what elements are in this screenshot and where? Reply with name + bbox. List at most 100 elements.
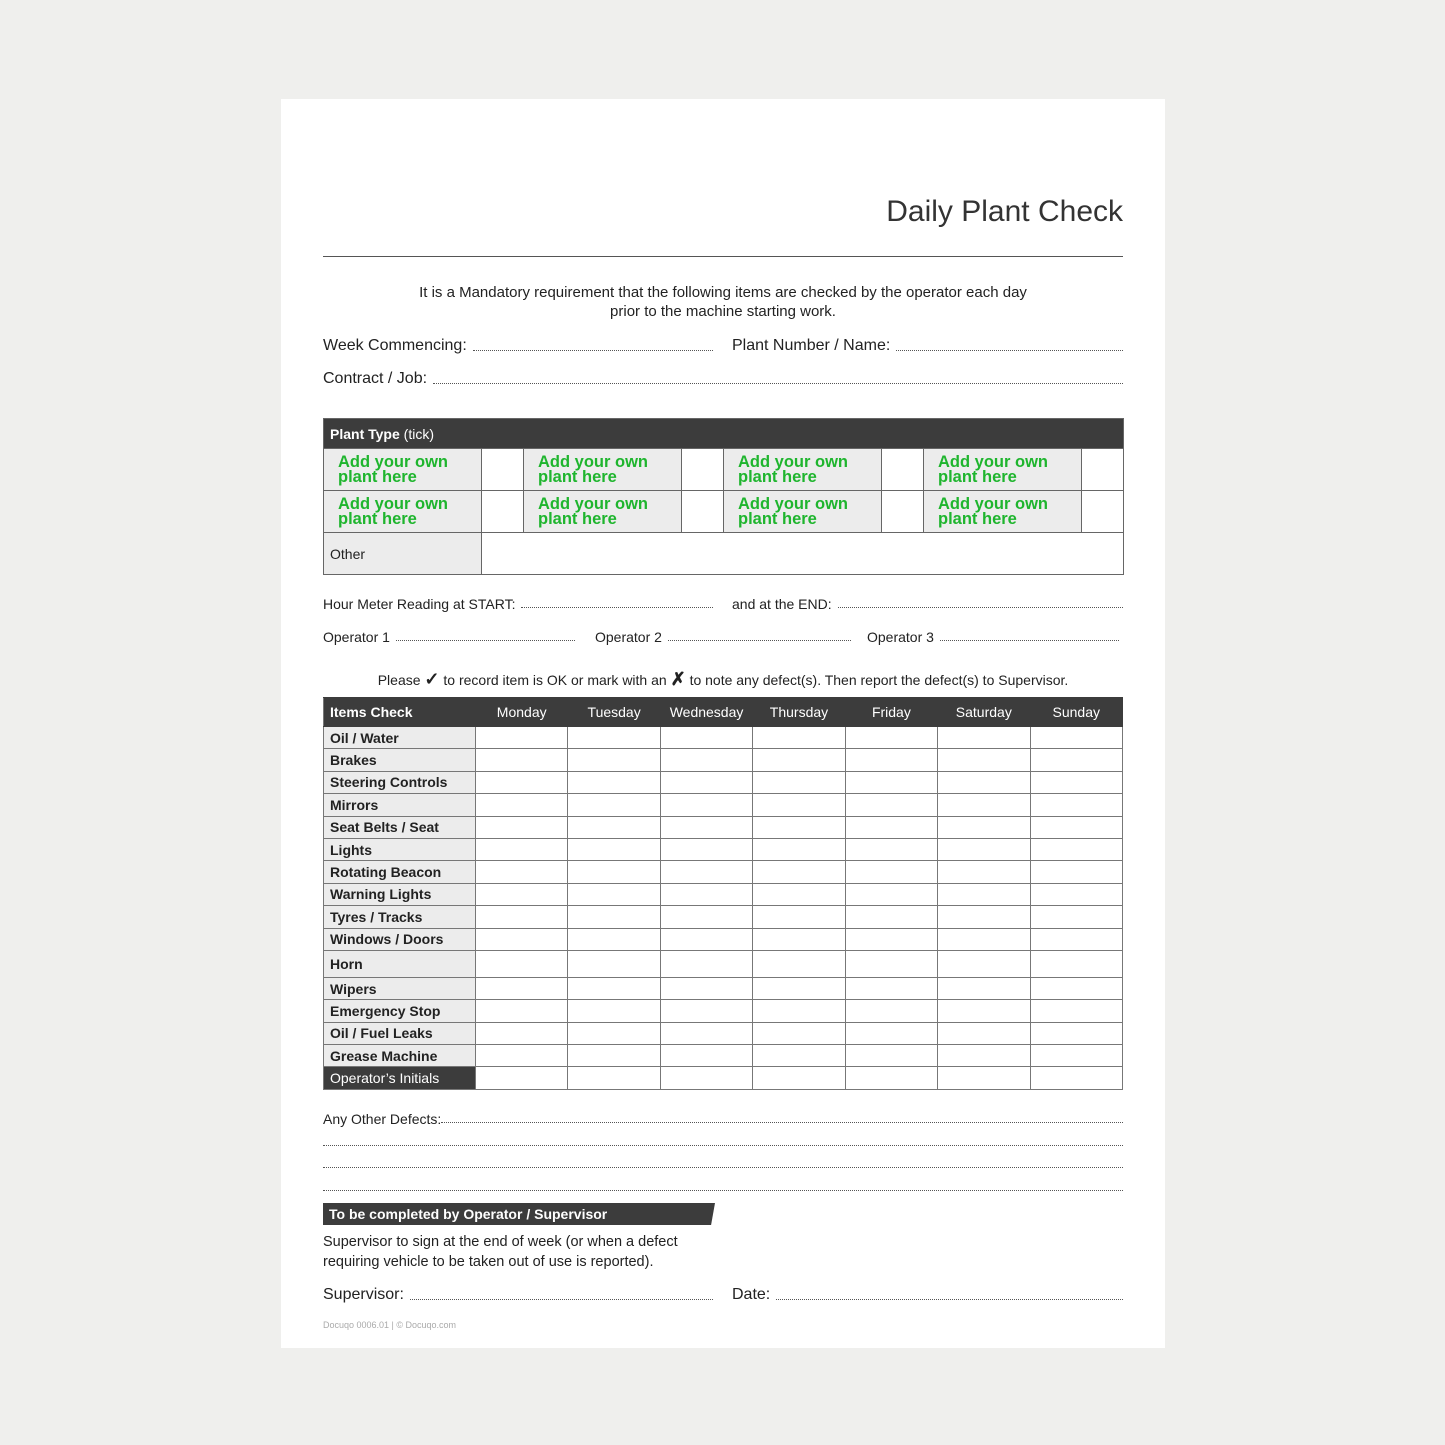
plant-type-checkbox[interactable] — [481, 490, 524, 533]
check-cell[interactable] — [937, 976, 1031, 1001]
check-cell[interactable] — [937, 860, 1031, 884]
check-cell[interactable] — [844, 1044, 939, 1068]
hour-end-field[interactable]: and at the END: — [732, 596, 1123, 612]
hour-start-field[interactable]: Hour Meter Reading at START: — [323, 596, 713, 612]
check-cell[interactable] — [1029, 999, 1124, 1023]
check-cell[interactable] — [567, 927, 661, 951]
check-cell[interactable] — [474, 793, 569, 817]
check-cell[interactable] — [752, 770, 846, 795]
week-commencing-field[interactable]: Week Commencing: — [323, 337, 713, 355]
check-cell[interactable] — [844, 882, 939, 907]
check-cell[interactable] — [659, 976, 754, 1001]
check-cell[interactable] — [567, 949, 661, 978]
check-cell[interactable] — [752, 1066, 846, 1090]
check-cell[interactable] — [659, 725, 754, 750]
check-cell[interactable] — [752, 725, 846, 750]
check-cell[interactable] — [567, 1066, 661, 1090]
check-cell[interactable] — [752, 976, 846, 1001]
check-cell[interactable] — [752, 815, 846, 839]
operator-3-field[interactable]: Operator 3 — [867, 629, 1119, 645]
check-cell[interactable] — [474, 837, 569, 862]
check-cell[interactable] — [1029, 1044, 1124, 1068]
check-cell[interactable] — [474, 1021, 569, 1046]
check-cell[interactable] — [844, 905, 939, 929]
check-cell[interactable] — [752, 927, 846, 951]
check-cell[interactable] — [659, 927, 754, 951]
check-cell[interactable] — [752, 882, 846, 907]
other-defects-field[interactable]: Any Other Defects: — [323, 1111, 1123, 1127]
contract-field[interactable]: Contract / Job: — [323, 370, 1123, 388]
check-cell[interactable] — [659, 748, 754, 772]
check-cell[interactable] — [567, 860, 661, 884]
check-cell[interactable] — [567, 976, 661, 1001]
check-cell[interactable] — [844, 1066, 939, 1090]
check-cell[interactable] — [1029, 725, 1124, 750]
check-cell[interactable] — [474, 770, 569, 795]
check-cell[interactable] — [752, 837, 846, 862]
check-cell[interactable] — [659, 815, 754, 839]
check-cell[interactable] — [937, 905, 1031, 929]
check-cell[interactable] — [844, 976, 939, 1001]
check-cell[interactable] — [474, 976, 569, 1001]
check-cell[interactable] — [937, 999, 1031, 1023]
check-cell[interactable] — [567, 1044, 661, 1068]
check-cell[interactable] — [752, 793, 846, 817]
check-cell[interactable] — [567, 793, 661, 817]
check-cell[interactable] — [474, 748, 569, 772]
check-cell[interactable] — [474, 860, 569, 884]
check-cell[interactable] — [752, 949, 846, 978]
check-cell[interactable] — [1029, 770, 1124, 795]
check-cell[interactable] — [1029, 860, 1124, 884]
defects-line[interactable] — [323, 1145, 1123, 1146]
check-cell[interactable] — [844, 815, 939, 839]
check-cell[interactable] — [474, 927, 569, 951]
plant-type-checkbox[interactable] — [681, 490, 724, 533]
check-cell[interactable] — [567, 837, 661, 862]
check-cell[interactable] — [659, 837, 754, 862]
plant-type-checkbox[interactable] — [881, 448, 924, 491]
check-cell[interactable] — [844, 748, 939, 772]
check-cell[interactable] — [474, 1044, 569, 1068]
check-cell[interactable] — [937, 1044, 1031, 1068]
check-cell[interactable] — [937, 1066, 1031, 1090]
check-cell[interactable] — [844, 725, 939, 750]
check-cell[interactable] — [844, 1021, 939, 1046]
check-cell[interactable] — [659, 1021, 754, 1046]
check-cell[interactable] — [474, 905, 569, 929]
check-cell[interactable] — [1029, 882, 1124, 907]
check-cell[interactable] — [659, 770, 754, 795]
check-cell[interactable] — [659, 905, 754, 929]
check-cell[interactable] — [1029, 815, 1124, 839]
check-cell[interactable] — [567, 882, 661, 907]
check-cell[interactable] — [937, 815, 1031, 839]
check-cell[interactable] — [1029, 793, 1124, 817]
date-field[interactable]: Date: — [732, 1286, 1123, 1304]
check-cell[interactable] — [659, 860, 754, 884]
check-cell[interactable] — [1029, 1021, 1124, 1046]
check-cell[interactable] — [937, 793, 1031, 817]
check-cell[interactable] — [474, 815, 569, 839]
check-cell[interactable] — [752, 1021, 846, 1046]
check-cell[interactable] — [659, 1066, 754, 1090]
check-cell[interactable] — [937, 882, 1031, 907]
check-cell[interactable] — [567, 905, 661, 929]
check-cell[interactable] — [659, 1044, 754, 1068]
check-cell[interactable] — [1029, 1066, 1124, 1090]
other-input[interactable] — [480, 532, 1125, 575]
check-cell[interactable] — [752, 1044, 846, 1068]
check-cell[interactable] — [659, 949, 754, 978]
plant-type-checkbox[interactable] — [681, 448, 724, 491]
check-cell[interactable] — [474, 949, 569, 978]
check-cell[interactable] — [474, 999, 569, 1023]
check-cell[interactable] — [1029, 905, 1124, 929]
check-cell[interactable] — [567, 725, 661, 750]
check-cell[interactable] — [844, 949, 939, 978]
check-cell[interactable] — [844, 927, 939, 951]
check-cell[interactable] — [752, 905, 846, 929]
check-cell[interactable] — [844, 999, 939, 1023]
defects-line[interactable] — [323, 1167, 1123, 1168]
plant-type-checkbox[interactable] — [1080, 490, 1125, 533]
check-cell[interactable] — [844, 793, 939, 817]
check-cell[interactable] — [844, 860, 939, 884]
plant-type-checkbox[interactable] — [881, 490, 924, 533]
